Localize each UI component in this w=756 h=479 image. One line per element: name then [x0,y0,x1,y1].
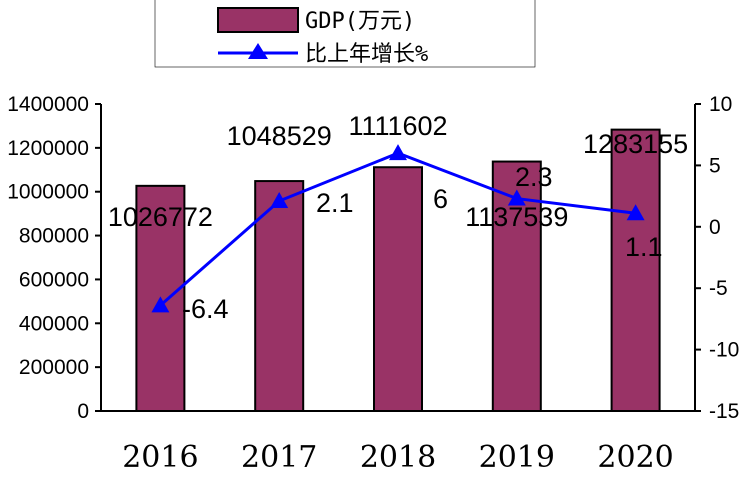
line-marker [270,192,289,209]
left-tick-label: 0 [77,400,89,423]
bar-series [135,128,661,412]
left-axis-ticks: 0 200000 400000 600000 800000 1000000 1200000 1… [7,93,101,423]
line-marker [151,296,170,313]
right-tick-label: -10 [709,339,739,362]
right-tick-label: 10 [709,93,732,116]
category-labels: 2016 2017 2018 2019 2020 [122,440,674,475]
left-tick-label: 1000000 [7,181,89,204]
bar-data-label: 1111602 [348,111,447,141]
right-axis-ticks: -15 -10 -5 0 5 10 [695,93,739,423]
left-tick-label: 400000 [19,312,89,335]
bar-data-label: 1283155 [583,129,688,159]
bar [373,166,423,412]
legend: GDP(万元) 比上年增长% [154,0,536,68]
line-data-label: -6.4 [182,294,229,324]
category-label: 2018 [360,440,436,475]
left-tick-label: 600000 [19,268,89,291]
category-label: 2020 [597,440,673,475]
legend-line-label: 比上年增长% [305,42,428,67]
legend-bar-swatch [217,7,299,33]
right-tick-label: -5 [709,277,728,300]
bar-data-label: 1048529 [227,121,332,151]
right-tick-label: -15 [709,400,739,423]
left-tick-label: 1200000 [7,137,89,160]
line-data-label: 2.1 [316,188,354,218]
line-data-labels: -6.4 2.1 6 2.3 1.1 [182,162,663,324]
bar [610,128,661,412]
line-data-label: 1.1 [625,232,663,262]
category-label: 2019 [479,440,555,475]
bar [254,180,305,412]
category-label: 2017 [241,440,317,475]
line-data-label: 6 [433,184,448,214]
line-marker [507,189,526,206]
legend-line-marker [248,43,268,59]
legend-bar-label: GDP(万元) [305,9,415,34]
line-data-label: 2.3 [515,162,553,192]
left-tick-label: 1400000 [7,93,89,116]
bar-data-label: 1137539 [465,202,568,232]
line-series [151,144,645,313]
left-tick-label: 200000 [19,356,89,379]
right-tick-label: 0 [709,216,721,239]
line-marker [626,204,645,221]
bar-data-label: 1026772 [108,202,213,232]
category-label: 2016 [122,440,198,475]
right-tick-label: 5 [709,154,721,177]
left-tick-label: 800000 [19,225,89,248]
line-marker [389,144,407,161]
bar-data-labels: 1026772 1048529 1111602 1137539 1283155 [108,111,688,232]
